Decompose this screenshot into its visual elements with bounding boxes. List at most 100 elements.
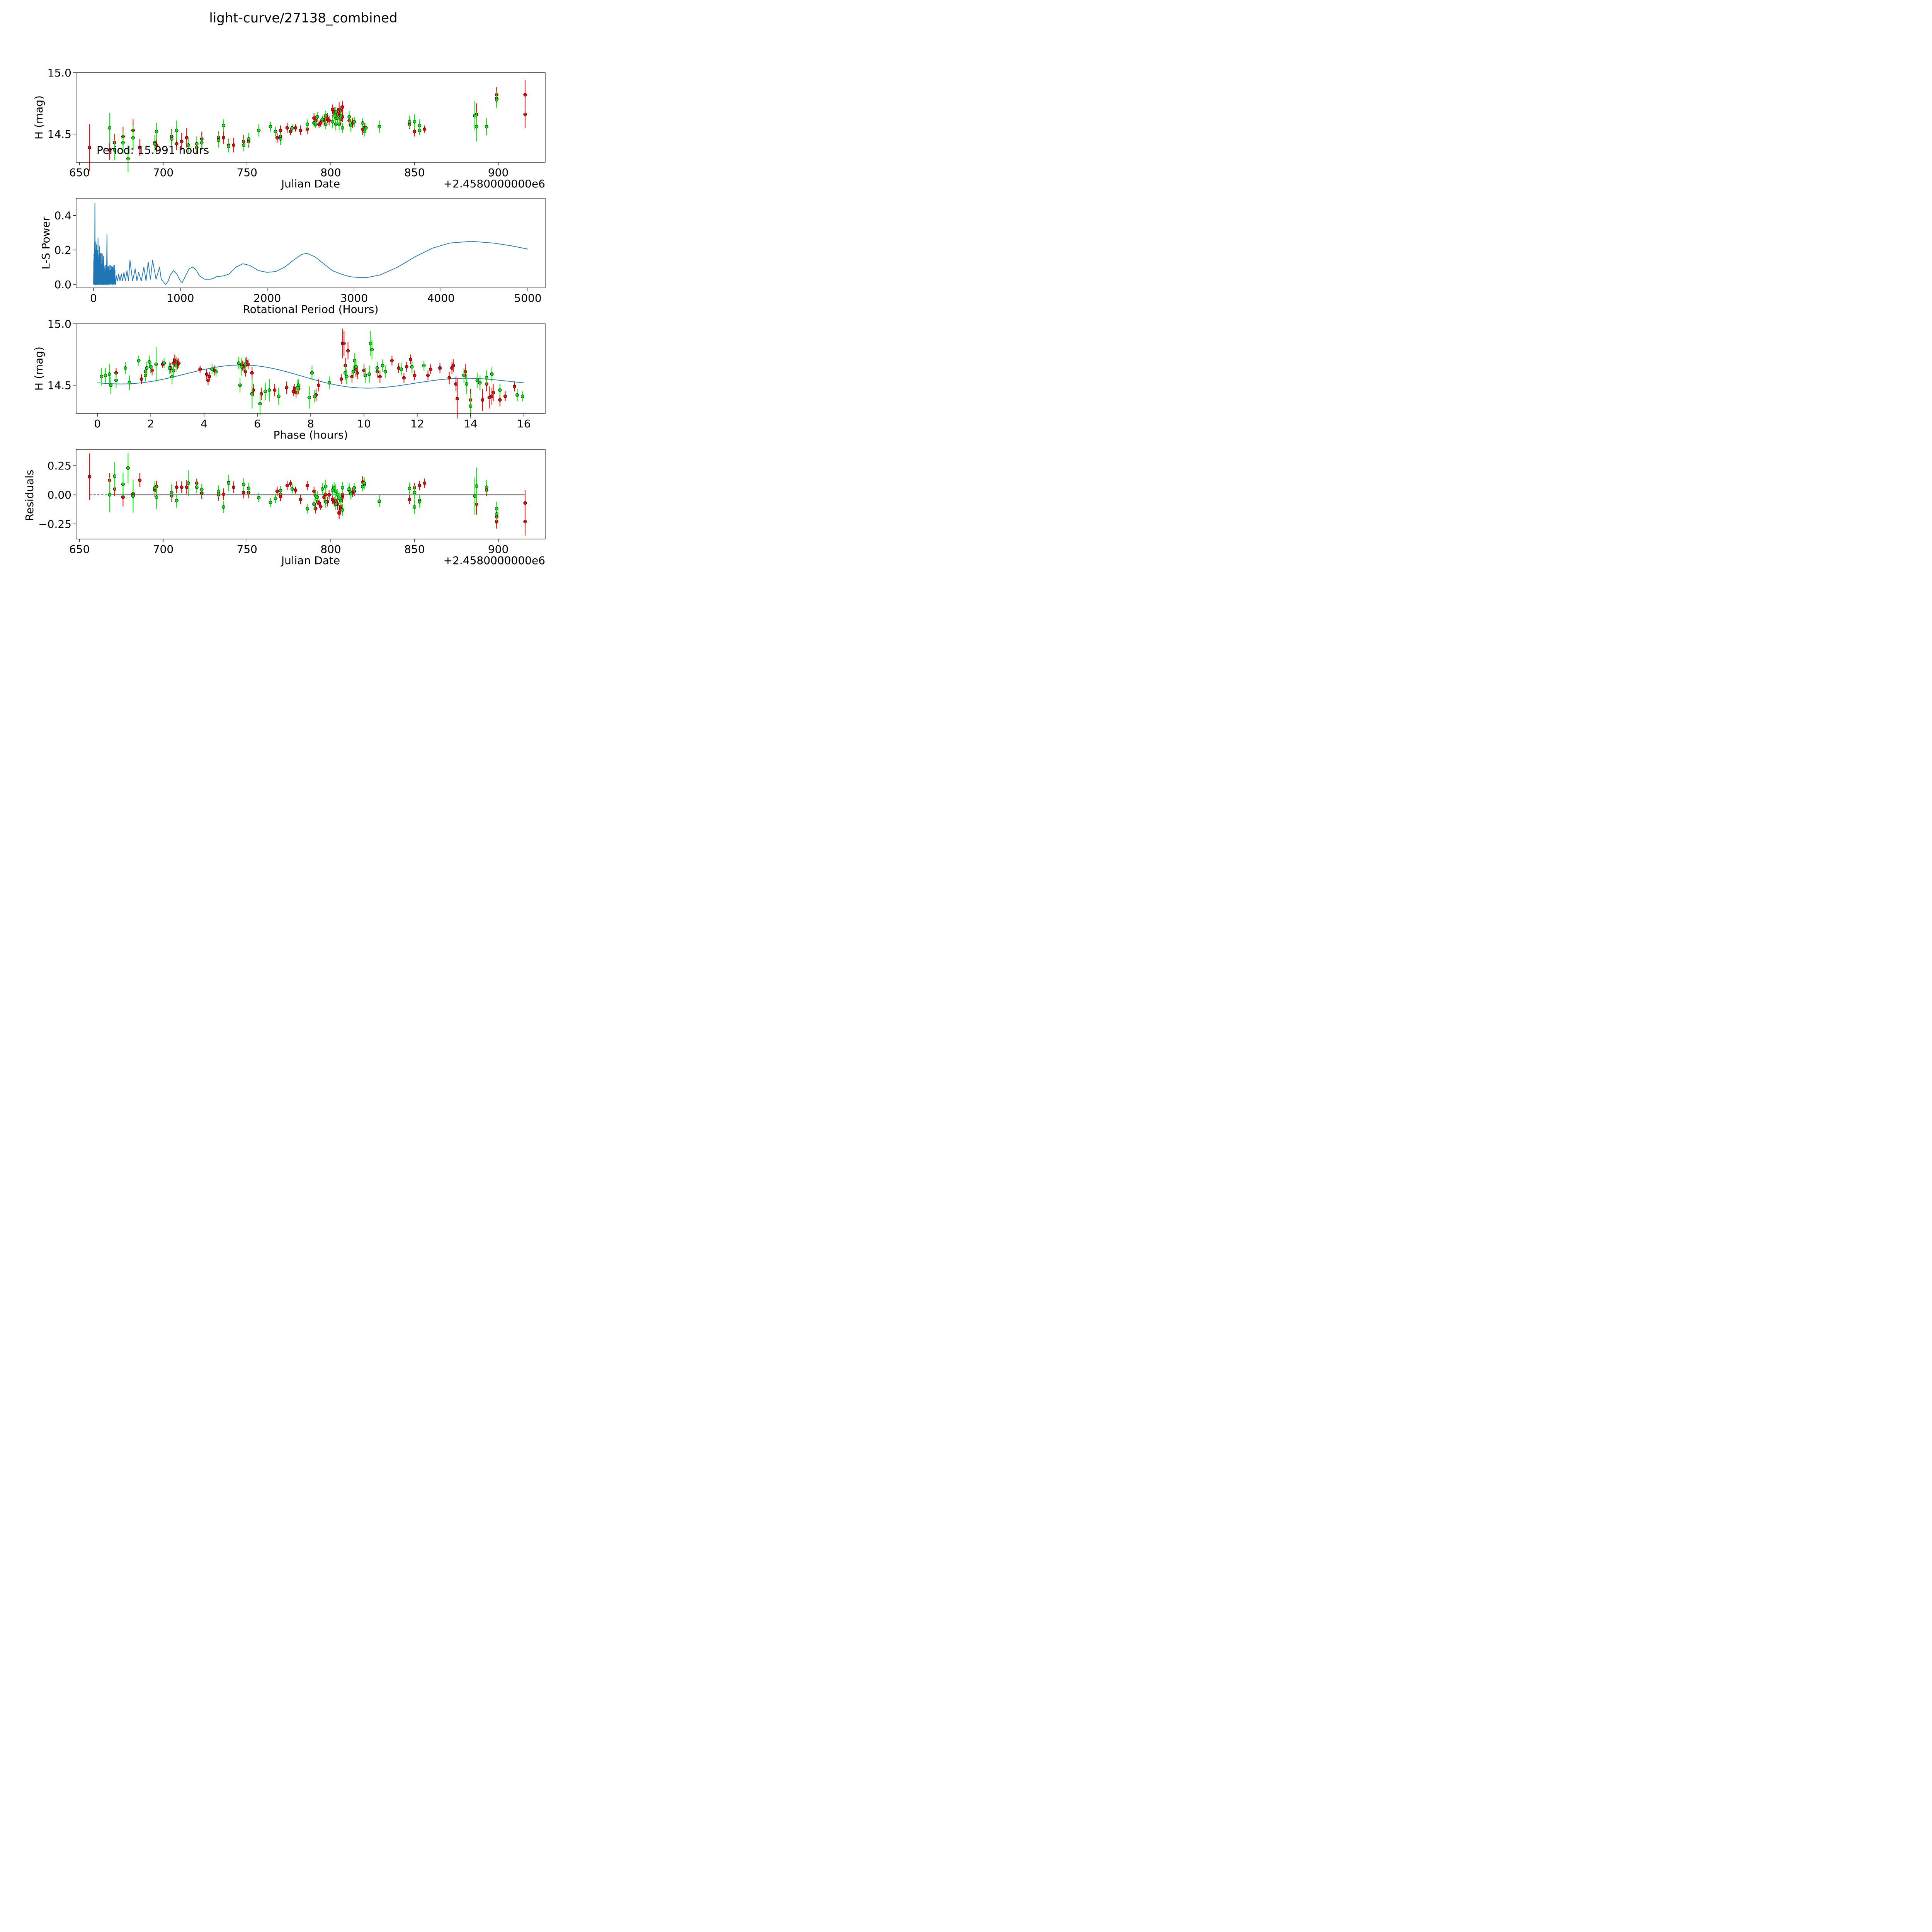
residuals-point <box>315 495 319 499</box>
periodogram-xtick-label: 2000 <box>253 292 281 304</box>
phased-point <box>205 372 209 376</box>
residuals-point <box>324 493 328 497</box>
lightcurve-point <box>170 137 173 141</box>
lightcurve-point <box>327 119 331 122</box>
residuals-point <box>332 486 336 490</box>
lightcurve-ytick-label: 15.0 <box>48 66 71 79</box>
phased-point <box>139 377 143 381</box>
phased-ytick-label: 14.5 <box>48 379 71 392</box>
residuals-point <box>200 488 204 492</box>
periodogram-axes-frame <box>76 198 546 288</box>
lightcurve-point <box>269 125 272 129</box>
phased-point <box>490 372 494 376</box>
residuals-point <box>317 501 321 505</box>
residuals-point <box>175 499 179 503</box>
lightcurve-point <box>108 148 112 152</box>
lightcurve-point <box>180 139 184 143</box>
residuals-point <box>180 485 184 489</box>
phased-point <box>383 370 387 374</box>
figure: light-curve/27138_combined 650 700 750 800 8… <box>0 0 600 600</box>
lightcurve-marks <box>88 80 527 172</box>
lightcurve-xlabel: Julian Date <box>281 177 340 190</box>
residuals-marks <box>88 453 527 536</box>
residuals-point <box>319 505 323 509</box>
lightcurve-point <box>413 130 417 134</box>
lightcurve-point <box>227 145 231 148</box>
residuals-point <box>108 493 112 497</box>
phased-marks <box>97 328 524 418</box>
phased-point <box>465 382 469 386</box>
residuals-point <box>290 487 294 491</box>
lightcurve-xtick-label: 700 <box>153 166 173 179</box>
phased-point <box>475 378 479 382</box>
residuals-point <box>413 490 417 494</box>
lightcurve-point <box>523 112 527 116</box>
phased-point <box>327 381 331 385</box>
phased-point <box>240 365 243 369</box>
residuals-point <box>352 486 356 490</box>
lightcurve-point <box>495 98 498 102</box>
periodogram-line <box>93 203 528 285</box>
lightcurve-ticks: 650 700 750 800 850 900 14.5 15.0 <box>48 66 509 179</box>
phased-point <box>308 396 311 400</box>
lightcurve-xtick-label: 750 <box>237 166 257 179</box>
residuals-point <box>222 492 226 496</box>
residuals-point <box>232 485 236 489</box>
lightcurve-point <box>347 115 351 119</box>
residuals-point <box>138 478 142 482</box>
residuals-ytick-label: −0.25 <box>38 518 71 531</box>
phased-point <box>267 388 271 392</box>
residuals-point <box>327 493 331 497</box>
phased-point <box>438 366 442 370</box>
periodogram-ticks: 0 1000 2000 3000 4000 5000 0.0 0.2 0.4 <box>54 209 541 304</box>
lightcurve-xtick-label: 850 <box>404 166 425 179</box>
residuals-point <box>289 482 293 486</box>
residuals-point <box>349 492 353 495</box>
lightcurve-point <box>315 115 319 119</box>
lightcurve-point <box>153 142 157 146</box>
phased-point <box>342 342 346 345</box>
lightcurve-point <box>364 126 368 130</box>
lightcurve-point <box>334 110 338 114</box>
lightcurve-point <box>408 120 412 124</box>
phased-point <box>104 373 107 377</box>
residuals-point <box>485 485 488 489</box>
lightcurve-point <box>274 130 277 134</box>
figure-canvas: light-curve/27138_combined 650 700 750 800 8… <box>23 10 546 567</box>
residuals-point <box>473 494 477 498</box>
lightcurve-ytick-label: 14.5 <box>48 128 71 141</box>
lightcurve-point <box>175 128 179 132</box>
lightcurve-point <box>418 128 422 132</box>
phased-point <box>154 362 158 366</box>
residuals-point <box>88 475 92 479</box>
lightcurve-point <box>473 114 477 117</box>
phased-point <box>455 397 459 401</box>
lightcurve-point <box>474 125 478 129</box>
phased-point <box>277 395 281 398</box>
residuals-point <box>339 499 343 503</box>
phased-point <box>210 367 214 371</box>
residuals-xtick-label: 900 <box>488 543 509 556</box>
phased-point <box>447 376 451 380</box>
lightcurve-point <box>88 146 92 150</box>
lightcurve-point <box>340 126 344 130</box>
lightcurve-point <box>138 146 142 150</box>
lightcurve-point <box>275 136 279 139</box>
residuals-point <box>299 498 303 502</box>
phased-point <box>243 362 247 366</box>
residuals-point <box>334 502 338 506</box>
periodogram-marks <box>93 203 528 285</box>
lightcurve-xtick-label: 900 <box>488 166 509 179</box>
residuals-point <box>247 486 251 490</box>
residuals-point <box>242 482 246 486</box>
lightcurve-point <box>423 127 427 131</box>
lightcurve-point <box>121 141 125 145</box>
residuals-point <box>279 489 282 493</box>
phased-point <box>198 367 202 371</box>
residuals-point <box>305 483 309 487</box>
phased-point <box>410 365 414 369</box>
periodogram-ytick-label: 0.2 <box>54 244 71 257</box>
lightcurve-point <box>195 142 199 146</box>
residuals-panel: 650 700 750 800 850 900 −0.25 0.00 0.25 Julian D… <box>23 449 546 567</box>
phased-series-green <box>100 331 524 418</box>
